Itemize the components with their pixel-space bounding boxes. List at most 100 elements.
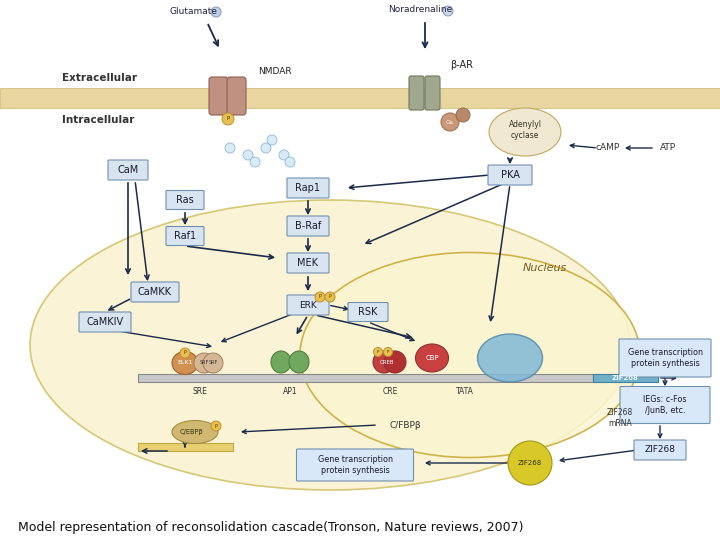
Ellipse shape: [300, 253, 640, 457]
Text: C/EBPβ: C/EBPβ: [180, 429, 204, 435]
Text: PKA: PKA: [500, 170, 519, 180]
FancyBboxPatch shape: [348, 302, 388, 321]
Text: Raf1: Raf1: [174, 231, 196, 241]
Text: Ras: Ras: [176, 195, 194, 205]
FancyBboxPatch shape: [425, 76, 440, 110]
FancyBboxPatch shape: [620, 387, 710, 423]
Text: IEGs: c-Fos
/JunB, etc.: IEGs: c-Fos /JunB, etc.: [643, 395, 687, 415]
Circle shape: [325, 292, 335, 302]
Circle shape: [225, 143, 235, 153]
FancyBboxPatch shape: [287, 216, 329, 236]
Circle shape: [384, 348, 392, 356]
Text: ELK1: ELK1: [177, 361, 193, 366]
FancyBboxPatch shape: [619, 339, 711, 377]
Text: Noradrenaline: Noradrenaline: [388, 5, 452, 15]
Ellipse shape: [415, 344, 449, 372]
Text: Gs: Gs: [446, 119, 454, 125]
Text: C/FBPβ: C/FBPβ: [390, 421, 420, 429]
Bar: [138, 443, 233, 451]
Ellipse shape: [489, 108, 561, 156]
Text: CaMKK: CaMKK: [138, 287, 172, 297]
Circle shape: [441, 113, 459, 131]
Ellipse shape: [172, 352, 198, 375]
FancyBboxPatch shape: [79, 312, 131, 332]
Circle shape: [315, 292, 325, 302]
Text: CaM: CaM: [117, 165, 139, 175]
Text: ZIF268: ZIF268: [611, 375, 639, 381]
Text: cAMP: cAMP: [596, 144, 620, 152]
Ellipse shape: [384, 351, 406, 373]
Ellipse shape: [30, 200, 630, 490]
Bar: [138, 374, 593, 382]
FancyBboxPatch shape: [634, 440, 686, 460]
Text: Intracellular: Intracellular: [62, 115, 135, 125]
Text: Rap1: Rap1: [295, 183, 320, 193]
FancyBboxPatch shape: [297, 449, 413, 481]
Text: β-AR: β-AR: [450, 60, 473, 70]
FancyBboxPatch shape: [108, 160, 148, 180]
Text: Glutamate: Glutamate: [169, 8, 217, 17]
Text: CaMKIV: CaMKIV: [86, 317, 124, 327]
Text: Nucleus: Nucleus: [523, 263, 567, 273]
Text: TATA: TATA: [456, 388, 474, 396]
Text: ATP: ATP: [660, 144, 676, 152]
FancyBboxPatch shape: [409, 76, 424, 110]
Circle shape: [279, 150, 289, 160]
Text: Gene transcription
protein synthesis: Gene transcription protein synthesis: [318, 455, 392, 475]
Circle shape: [180, 348, 190, 358]
Text: P: P: [387, 350, 390, 354]
Text: SRF: SRF: [208, 361, 217, 366]
FancyBboxPatch shape: [166, 226, 204, 246]
Ellipse shape: [373, 351, 395, 373]
Ellipse shape: [194, 353, 214, 373]
Circle shape: [508, 441, 552, 485]
Circle shape: [456, 108, 470, 122]
Ellipse shape: [172, 421, 218, 443]
Circle shape: [261, 143, 271, 153]
Circle shape: [250, 157, 260, 167]
Ellipse shape: [203, 353, 223, 373]
FancyBboxPatch shape: [287, 178, 329, 198]
Text: P: P: [318, 294, 321, 300]
Text: CREB: CREB: [379, 360, 395, 365]
Circle shape: [211, 7, 221, 17]
Text: SRE: SRE: [192, 388, 207, 396]
FancyBboxPatch shape: [287, 253, 329, 273]
Text: RSK: RSK: [359, 307, 378, 317]
Text: Extracellular: Extracellular: [62, 73, 137, 83]
Circle shape: [222, 113, 234, 125]
Text: SRF: SRF: [199, 361, 209, 366]
Ellipse shape: [477, 334, 542, 382]
FancyBboxPatch shape: [209, 77, 228, 115]
FancyBboxPatch shape: [488, 165, 532, 185]
Text: ZIF268: ZIF268: [644, 446, 675, 455]
Text: ZIF268: ZIF268: [518, 460, 542, 466]
Circle shape: [243, 150, 253, 160]
Circle shape: [285, 157, 295, 167]
Ellipse shape: [289, 351, 309, 373]
FancyBboxPatch shape: [131, 282, 179, 302]
Ellipse shape: [271, 351, 291, 373]
Text: CBP: CBP: [426, 355, 438, 361]
Text: P: P: [226, 117, 230, 122]
Bar: [0, 88, 720, 108]
Text: B-Raf: B-Raf: [295, 221, 321, 231]
Text: P: P: [184, 350, 186, 355]
Text: P: P: [215, 423, 217, 429]
Text: Gene transcription
protein synthesis: Gene transcription protein synthesis: [628, 348, 703, 368]
Text: ERK: ERK: [299, 300, 317, 309]
FancyBboxPatch shape: [287, 295, 329, 315]
FancyBboxPatch shape: [166, 191, 204, 210]
Text: AP1: AP1: [283, 388, 297, 396]
Circle shape: [374, 348, 382, 356]
FancyBboxPatch shape: [227, 77, 246, 115]
Circle shape: [443, 6, 453, 16]
Text: MEK: MEK: [297, 258, 318, 268]
Circle shape: [211, 421, 221, 431]
Text: CRE: CRE: [382, 388, 397, 396]
Circle shape: [267, 135, 277, 145]
Text: Model representation of reconsolidation cascade(Tronson, Nature reviews, 2007): Model representation of reconsolidation …: [18, 522, 523, 535]
Text: P: P: [328, 294, 331, 300]
Bar: [593, 374, 658, 382]
Text: Adenylyl
cyclase: Adenylyl cyclase: [508, 120, 541, 140]
